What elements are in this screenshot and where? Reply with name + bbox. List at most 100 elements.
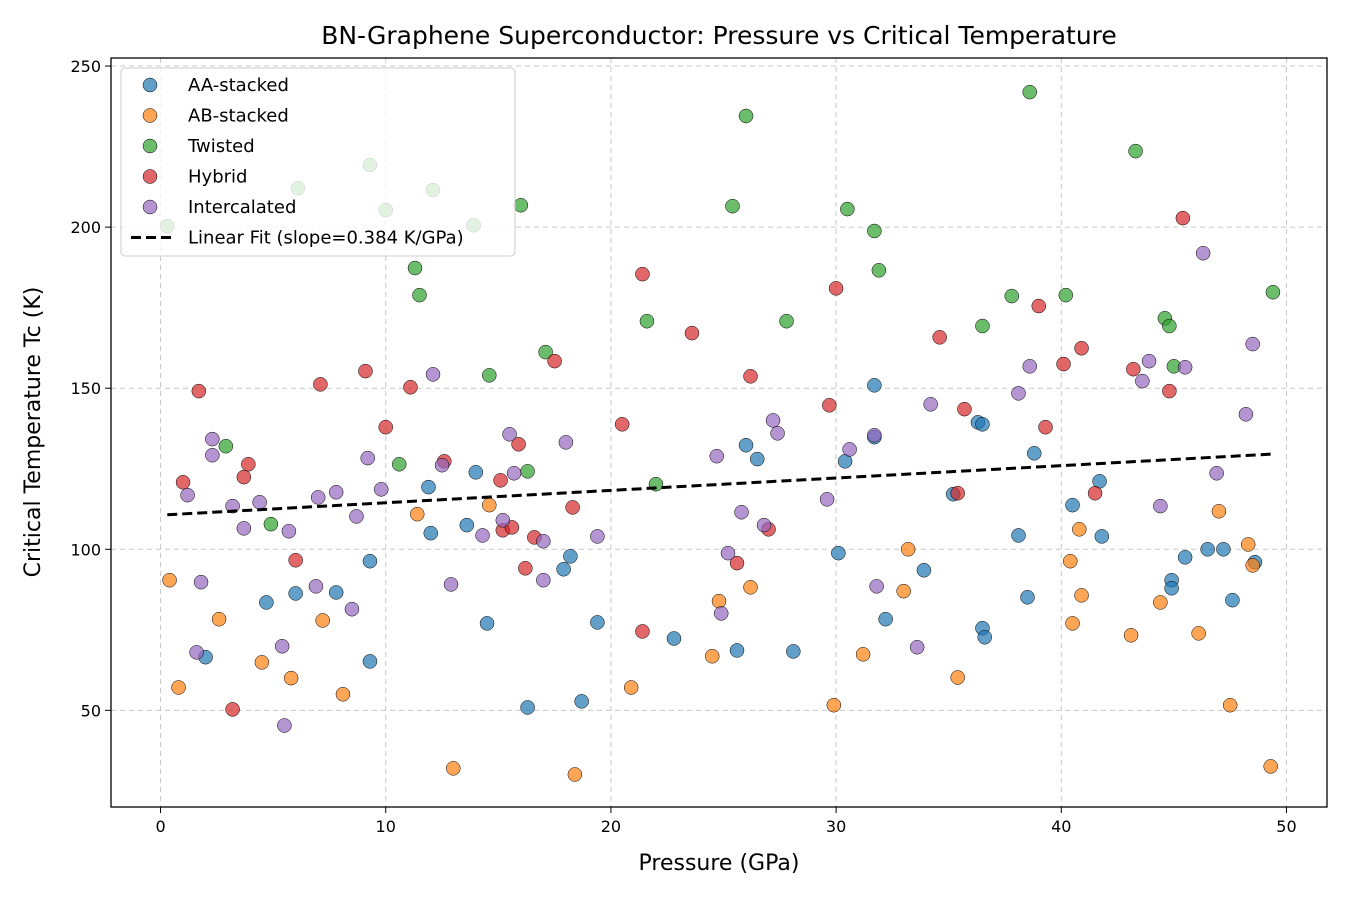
legend-label: Intercalated [188, 197, 296, 218]
data-point [1153, 595, 1168, 610]
data-point [1020, 590, 1035, 605]
data-point [513, 197, 529, 213]
y-tick-label: 250 [70, 57, 101, 76]
data-point [1065, 497, 1080, 513]
data-point [425, 367, 441, 382]
data-point [277, 718, 292, 733]
data-point [162, 572, 177, 588]
data-point [714, 606, 729, 621]
data-point [1175, 210, 1191, 226]
data-point [1123, 628, 1139, 643]
data-point [725, 198, 740, 214]
data-point [443, 577, 459, 592]
data-point [211, 611, 227, 627]
data-point [639, 313, 655, 329]
data-point [475, 528, 490, 543]
data-point [1162, 318, 1177, 334]
data-point [831, 545, 846, 561]
data-point [1031, 298, 1047, 314]
data-point [362, 654, 378, 669]
data-point [536, 572, 551, 588]
data-point [828, 281, 844, 296]
data-point [423, 525, 439, 541]
data-point [315, 613, 330, 628]
data-point [1011, 528, 1026, 543]
data-point [614, 417, 630, 432]
y-tick-label: 200 [70, 218, 101, 237]
data-point [765, 413, 781, 428]
data-point [241, 456, 256, 472]
data-point [1191, 626, 1206, 641]
data-point [263, 516, 279, 532]
linear-fit-line [167, 452, 1274, 517]
data-point [590, 615, 605, 630]
data-point [407, 260, 423, 276]
x-tick-label: 10 [376, 817, 396, 836]
data-point [189, 645, 204, 660]
data-point [684, 325, 700, 341]
data-point [1126, 361, 1141, 377]
data-point [1058, 287, 1074, 303]
data-point [574, 694, 589, 709]
data-point [360, 450, 375, 466]
data-point [175, 475, 191, 490]
data-point [822, 398, 837, 413]
x-tick-label: 20 [601, 817, 621, 836]
data-point [842, 442, 857, 457]
data-point [1177, 360, 1193, 375]
data-point [349, 509, 364, 524]
data-point [709, 448, 724, 464]
data-point [1074, 588, 1089, 603]
legend-label: AB-stacked [188, 106, 289, 127]
data-point [288, 586, 303, 601]
y-tick-label: 150 [70, 379, 101, 398]
data-point [446, 761, 461, 776]
data-point [482, 497, 497, 513]
legend-label: Hybrid [188, 167, 247, 188]
data-point [281, 523, 297, 539]
data-point [729, 555, 745, 571]
data-point [205, 447, 220, 463]
legend: AA-stacked AB-stacked Twisted Hybrid Interca… [120, 67, 516, 257]
data-point [556, 562, 571, 577]
data-point [975, 318, 990, 334]
data-point [511, 437, 526, 452]
data-point [335, 686, 351, 702]
data-point [855, 647, 871, 662]
data-point [1240, 537, 1256, 552]
data-point [520, 700, 535, 715]
data-point [520, 464, 535, 479]
data-point [1200, 542, 1215, 557]
data-point [1011, 386, 1026, 401]
data-point [1128, 143, 1143, 159]
data-point [666, 631, 682, 646]
data-point [468, 465, 484, 480]
data-point [434, 457, 450, 473]
chart-title: BN-Graphene Superconductor: Pressure vs … [321, 21, 1117, 50]
data-point [1135, 373, 1150, 389]
data-point [506, 466, 522, 481]
data-point [225, 702, 240, 717]
data-point [1225, 592, 1240, 608]
x-tick-label: 40 [1051, 817, 1071, 836]
data-point [840, 201, 855, 217]
data-point [1238, 407, 1254, 422]
data-point [786, 644, 801, 659]
data-point [547, 353, 562, 369]
data-point [1022, 84, 1038, 100]
plot-frame [110, 57, 1328, 808]
data-point [590, 529, 605, 544]
x-tick-label: 0 [155, 817, 165, 836]
data-point [1072, 522, 1087, 537]
data-point [1209, 466, 1224, 481]
data-point [826, 697, 842, 713]
data-point [909, 639, 925, 655]
data-point [869, 579, 884, 594]
data-point [283, 670, 299, 686]
data-point [975, 417, 990, 432]
data-point [558, 435, 574, 450]
data-point [1087, 485, 1103, 501]
data-point [171, 680, 186, 695]
data-point [867, 427, 882, 443]
